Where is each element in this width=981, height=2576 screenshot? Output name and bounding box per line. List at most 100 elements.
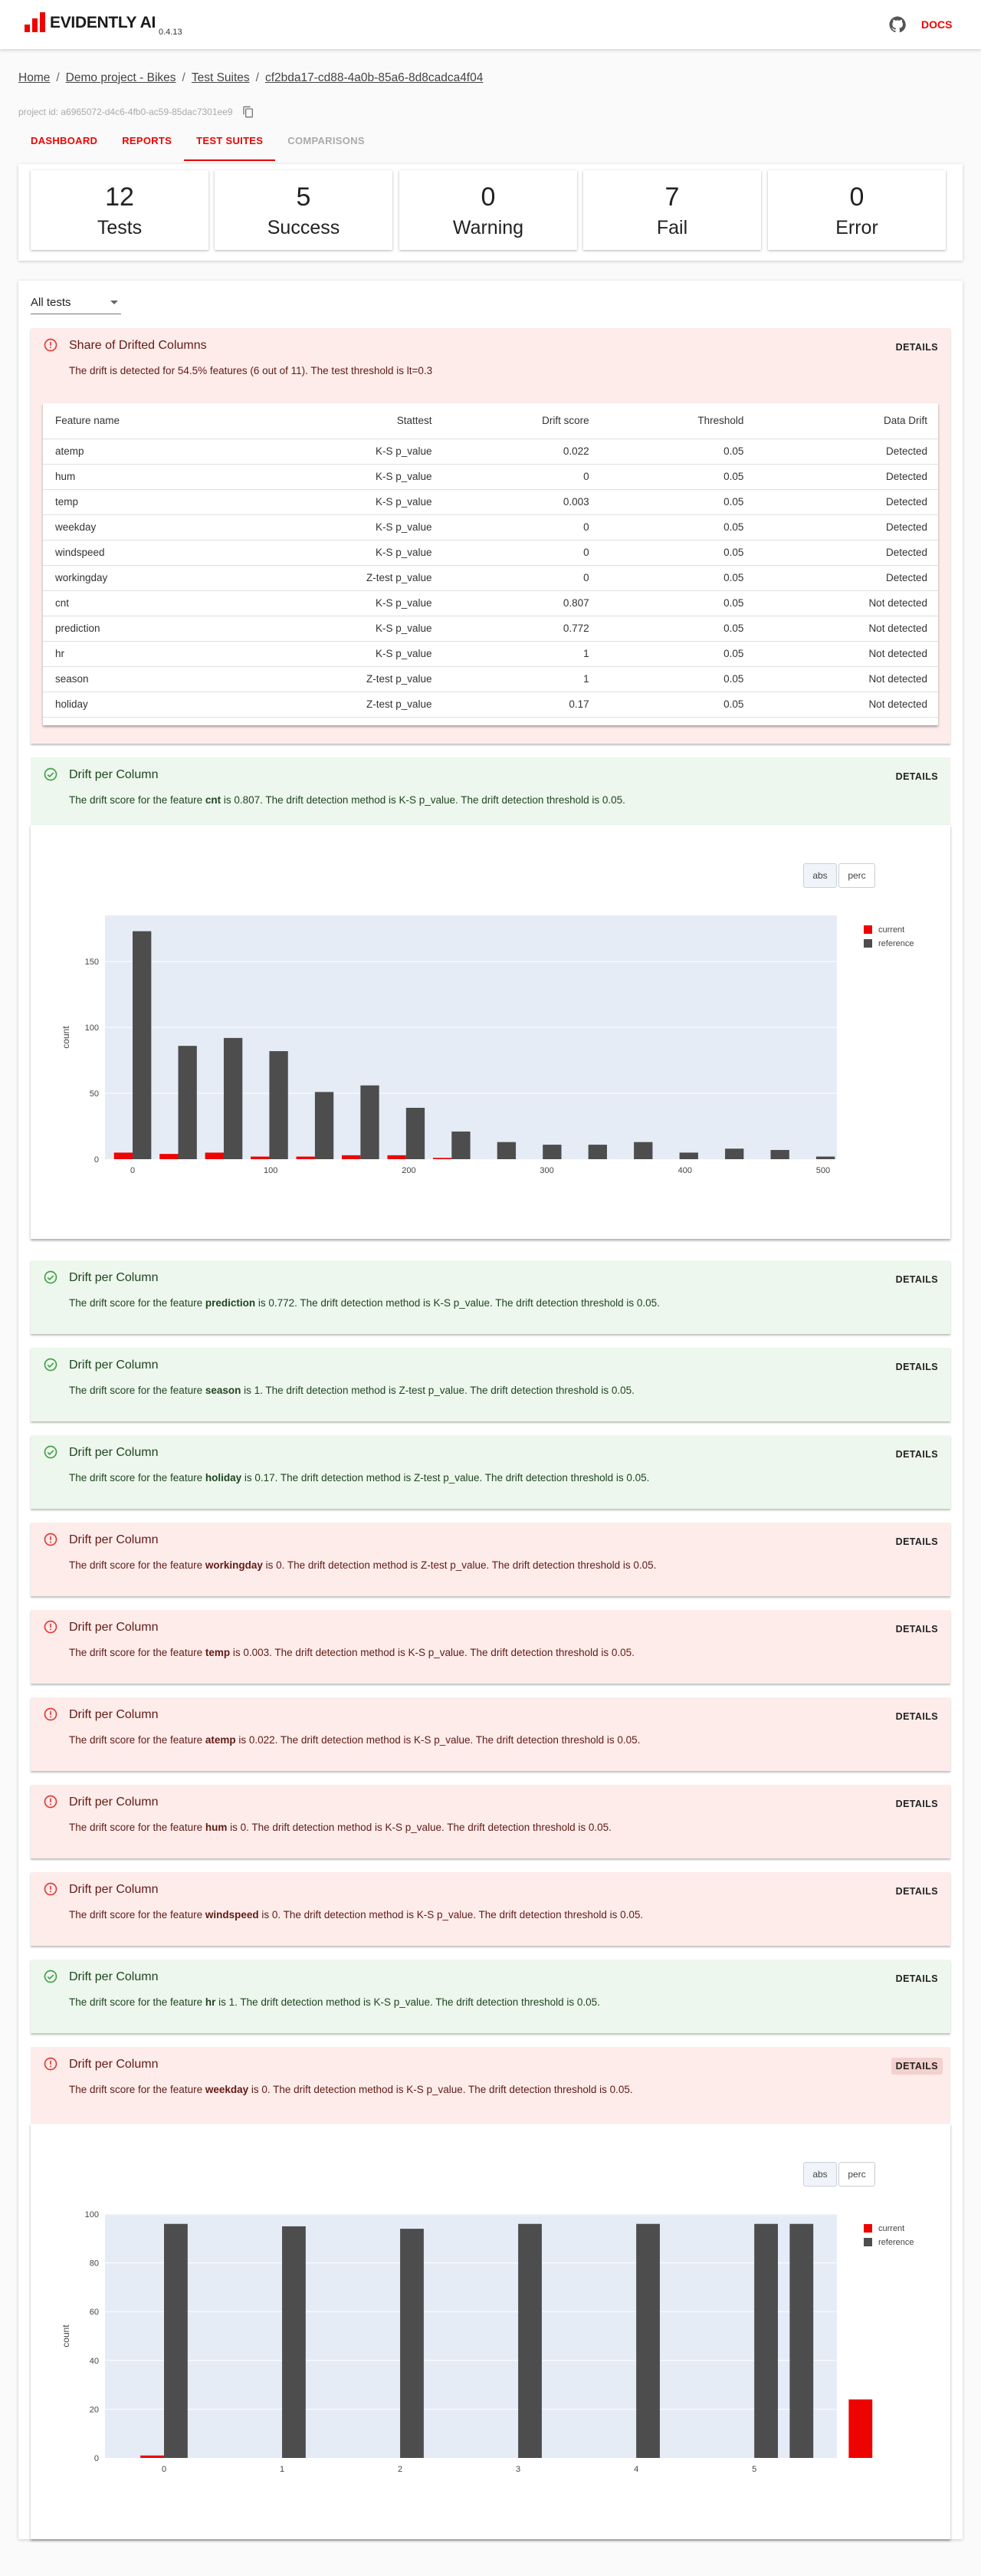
- evidently-logo[interactable]: EVIDENTLY AI: [25, 12, 156, 32]
- details-button[interactable]: DETAILS: [895, 1362, 938, 1372]
- y-tick-label: 20: [90, 2405, 99, 2414]
- details-button[interactable]: DETAILS: [895, 1274, 938, 1285]
- legend-swatch-current[interactable]: [864, 2224, 872, 2233]
- copy-icon[interactable]: [242, 105, 254, 119]
- test-title: Drift per Column: [69, 1359, 159, 1372]
- test-title: Drift per Column: [69, 2058, 159, 2071]
- table-cell: K-S p_value: [243, 641, 443, 667]
- breadcrumb-suite-id[interactable]: cf2bda17-cd88-4a0b-85a6-8d8cadca4f04: [264, 71, 484, 84]
- stat-tests: 12 Tests: [31, 170, 208, 250]
- test-filter-select[interactable]: All tests: [31, 290, 121, 314]
- y-tick-label: 60: [90, 2308, 99, 2317]
- column-header: Feature name: [43, 403, 244, 439]
- legend-label-reference[interactable]: reference: [878, 939, 914, 948]
- details-button[interactable]: DETAILS: [895, 1449, 938, 1460]
- stat-error: 0 Error: [768, 170, 946, 250]
- test-drift-per-column-weekday: Drift per Column DETAILS The drift score f…: [31, 2047, 950, 2124]
- perc-toggle-button[interactable]: perc: [838, 2162, 875, 2187]
- feature-name: workingday: [205, 1559, 263, 1571]
- stat-label: Fail: [656, 217, 688, 238]
- table-cell: 0.003: [442, 489, 600, 515]
- description-suffix: is 0.003. The drift detection method is …: [230, 1647, 635, 1658]
- error-outline-icon: [44, 1620, 57, 1634]
- details-button[interactable]: DETAILS: [895, 1536, 938, 1547]
- description-prefix: The drift score for the feature: [69, 2084, 205, 2095]
- legend-label-current[interactable]: current: [878, 2224, 904, 2233]
- table-cell: Not detected: [754, 590, 938, 616]
- check-circle-outline-icon: [44, 1270, 57, 1284]
- legend-swatch-current[interactable]: [864, 925, 872, 934]
- test-header: Drift per Column DETAILS The drift score f…: [31, 1523, 950, 1596]
- docs-link[interactable]: DOCS: [921, 18, 953, 31]
- details-button[interactable]: DETAILS: [895, 342, 938, 353]
- test-drift-per-column-workingday: Drift per Column DETAILS The drift score f…: [31, 1523, 950, 1596]
- tab-reports[interactable]: REPORTS: [122, 135, 172, 146]
- abs-toggle-button[interactable]: abs: [803, 2162, 837, 2187]
- legend-label-current[interactable]: current: [878, 925, 904, 935]
- drift-table-panel: Feature name Stattest Drift score Threshold…: [43, 403, 938, 725]
- distribution-chart-panel: abs perc 0 20 40 60 80 100 0 1 2 3 4 5 count current ref…: [31, 2124, 950, 2539]
- test-description: The drift score for the feature windspee…: [69, 1909, 643, 1921]
- table-cell: 0.05: [599, 439, 755, 465]
- bar-reference: [725, 1148, 744, 1159]
- breadcrumb-project[interactable]: Demo project - Bikes: [65, 71, 176, 84]
- legend-swatch-reference[interactable]: [864, 2238, 872, 2246]
- plot-area: [105, 2214, 837, 2458]
- table-cell: 1: [442, 666, 600, 692]
- breadcrumb-home[interactable]: Home: [18, 71, 51, 84]
- details-button[interactable]: DETAILS: [891, 2058, 943, 2075]
- table-cell: holiday: [43, 692, 244, 718]
- details-button[interactable]: DETAILS: [895, 1973, 938, 1984]
- details-button[interactable]: DETAILS: [895, 1886, 938, 1897]
- y-axis-label: count: [61, 1026, 71, 1049]
- bar-reference: [451, 1131, 471, 1159]
- bar-current: [296, 1156, 315, 1159]
- table-cell: windspeed: [43, 540, 244, 566]
- stat-fail: 7 Fail: [583, 170, 761, 250]
- test-description: The drift score for the feature cnt is 0…: [69, 794, 625, 806]
- test-drift-per-column-prediction: Drift per Column DETAILS The drift score f…: [31, 1260, 950, 1334]
- tab-test-suites[interactable]: TEST SUITES: [184, 129, 276, 161]
- github-icon[interactable]: [889, 16, 906, 33]
- bar-reference: [223, 1037, 243, 1159]
- stat-value: 7: [664, 182, 680, 212]
- description-suffix: is 0. The drift detection method is K-S …: [258, 1909, 644, 1921]
- x-tick-label: 2: [398, 2465, 402, 2474]
- bar-reference: [400, 2229, 424, 2458]
- project-tabs: DASHBOARD REPORTS TEST SUITES COMPARISON…: [18, 129, 377, 161]
- y-tick-label: 100: [85, 1024, 99, 1033]
- test-title: Drift per Column: [69, 1533, 159, 1546]
- y-tick-label: 0: [94, 1155, 99, 1165]
- table-cell: temp: [43, 489, 244, 515]
- legend-label-reference[interactable]: reference: [878, 2238, 914, 2247]
- test-title: Drift per Column: [69, 1708, 159, 1721]
- tab-dashboard[interactable]: DASHBOARD: [31, 135, 98, 146]
- table-row: windspeed K-S p_value 0 0.05 Detected: [43, 540, 938, 566]
- details-button[interactable]: DETAILS: [895, 1624, 938, 1635]
- breadcrumb-test-suites[interactable]: Test Suites: [191, 71, 250, 84]
- y-tick-label: 40: [90, 2357, 99, 2366]
- details-button[interactable]: DETAILS: [895, 1711, 938, 1722]
- perc-toggle-button[interactable]: perc: [838, 863, 875, 888]
- table-cell: 0.807: [442, 590, 600, 616]
- details-button[interactable]: DETAILS: [895, 771, 938, 782]
- error-outline-icon: [44, 1707, 57, 1721]
- feature-name: hum: [205, 1822, 228, 1833]
- test-header: Drift per Column DETAILS The drift score f…: [31, 1872, 950, 1946]
- x-tick-label: 400: [678, 1166, 692, 1175]
- feature-name: cnt: [205, 794, 221, 806]
- test-drift-per-column-hr: Drift per Column DETAILS The drift score f…: [31, 1960, 950, 2033]
- feature-name: holiday: [205, 1472, 242, 1484]
- bar-reference: [314, 1092, 334, 1159]
- details-button[interactable]: DETAILS: [895, 1799, 938, 1809]
- table-cell: Detected: [754, 565, 938, 591]
- table-cell: workingday: [43, 565, 244, 591]
- table-cell: K-S p_value: [243, 439, 443, 465]
- abs-toggle-button[interactable]: abs: [803, 863, 837, 888]
- table-cell: 0: [442, 464, 600, 490]
- error-outline-icon: [44, 338, 57, 352]
- legend-swatch-reference[interactable]: [864, 939, 872, 948]
- error-outline-icon: [44, 1882, 57, 1896]
- logo-text: EVIDENTLY AI: [50, 14, 156, 31]
- table-cell: K-S p_value: [243, 514, 443, 540]
